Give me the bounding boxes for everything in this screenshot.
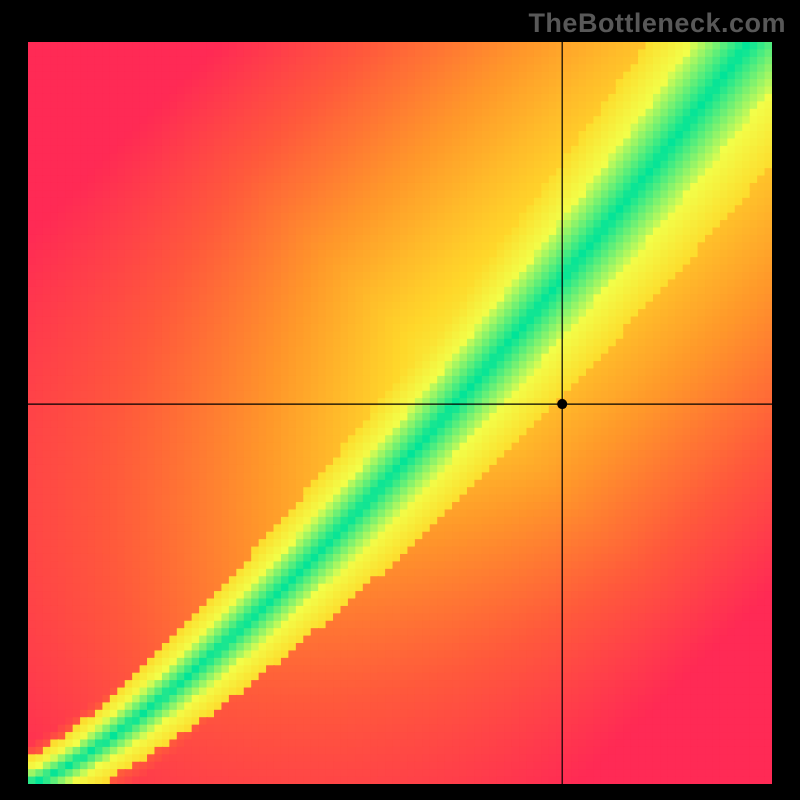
- bottleneck-heatmap: [28, 42, 772, 784]
- watermark-label: TheBottleneck.com: [528, 8, 786, 39]
- figure-container: TheBottleneck.com: [0, 0, 800, 800]
